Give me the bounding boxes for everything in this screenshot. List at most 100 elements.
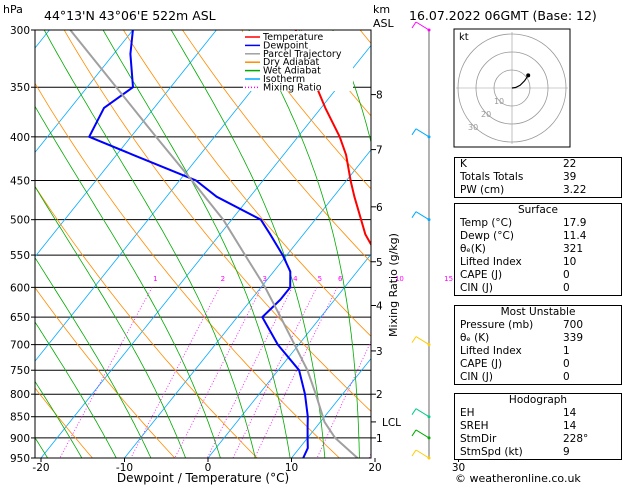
pressure-tick-label: 300: [10, 25, 30, 37]
wind-barb-point: [427, 218, 431, 222]
dry-adiabat: [123, 30, 371, 337]
legend-label: Dewpoint: [263, 40, 308, 51]
pressure-tick-label: 400: [10, 132, 30, 144]
isotherm: [35, 30, 217, 258]
pressure-tick-label: 600: [10, 282, 30, 294]
unstable-label: θₑ (K): [460, 332, 490, 344]
unstable-label: Pressure (mb): [460, 319, 534, 331]
hodograph-row: SREH 14: [455, 420, 621, 433]
temperature-tick-label: -20: [32, 462, 49, 474]
wet-adiabat: [35, 256, 152, 458]
km-tick-label: 3: [376, 346, 383, 358]
unstable-value: 0: [563, 371, 570, 383]
dry-adiabat: [63, 30, 371, 412]
wind-barb-flag: [411, 429, 417, 437]
unstable-row: Pressure (mb) 700: [455, 319, 621, 332]
km-tick-label: 8: [376, 90, 383, 102]
copyright-text: © weatheronline.co.uk: [455, 472, 581, 485]
index-label: K: [460, 158, 467, 170]
mixing-ratio-line: [59, 287, 153, 458]
legend-label: Temperature: [262, 32, 323, 43]
index-label: PW (cm): [460, 184, 505, 196]
surface-value: 0: [563, 282, 570, 294]
surface-value: 11.4: [563, 230, 587, 242]
plot-frame: [34, 29, 372, 459]
legend-label: Wet Adiabat: [263, 66, 321, 77]
isotherm: [35, 30, 301, 362]
mixing-ratio-label: 15: [444, 275, 453, 283]
mixing-ratio-label: 10: [395, 275, 404, 283]
mixing-ratio-label: 6: [338, 275, 343, 283]
mixing-ratio-line: [316, 340, 371, 458]
isotherm: [291, 357, 371, 458]
surface-value: 0: [563, 269, 570, 281]
hodograph-label: StmSpd (kt): [460, 446, 523, 458]
pressure-tick-label: 800: [10, 389, 30, 401]
wind-barbs: [411, 21, 431, 460]
surface-panel: Surface Temp (°C) 17.9 Dewp (°C) 11.4 θₑ(K…: [454, 203, 622, 296]
unstable-value: 339: [563, 332, 584, 344]
hodograph-label: StmDir: [460, 433, 497, 445]
indices-panel: K 22 Totals Totals 39 PW (cm) 3.22: [454, 157, 622, 198]
asl-unit: ASL: [373, 17, 395, 30]
wind-barb-point: [427, 343, 431, 347]
index-value: 22: [563, 158, 577, 170]
wet-adiabat: [248, 30, 360, 458]
isotherm: [207, 253, 371, 458]
isotherm: [626, 30, 629, 458]
mixing-ratio-label: 2: [221, 275, 225, 283]
km-tick-label: LCL: [382, 417, 401, 429]
index-row-pw: PW (cm) 3.22: [455, 184, 621, 197]
unstable-label: Lifted Index: [460, 345, 522, 357]
hodograph-table-panel: Hodograph EH 14 SREH 14 StmDir 228° StmSpd …: [454, 393, 622, 460]
wind-barb-flag: [411, 128, 417, 136]
km-tick-label: 2: [376, 389, 383, 401]
unstable-label: CIN (J): [460, 371, 493, 383]
hodograph-value: 14: [563, 420, 577, 432]
surface-value: 10: [563, 256, 577, 268]
temperature-tick-label: -10: [116, 462, 133, 474]
dry-adiabat: [35, 82, 340, 458]
profile-lines: [69, 30, 371, 458]
axes: 3003504004505005506006507007508008509009…: [10, 25, 465, 474]
dry-adiabat: [241, 30, 371, 190]
hodograph-row: StmSpd (kt) 9: [455, 446, 621, 459]
wind-barb-point: [427, 135, 431, 139]
mixing-ratio-label: 5: [318, 275, 322, 283]
wind-barb-point: [427, 456, 431, 460]
location-title: 44°13'N 43°06'E 522m ASL: [44, 8, 216, 23]
isotherm: [35, 30, 134, 154]
dewpoint-line: [88, 30, 309, 458]
wind-barb: [415, 336, 430, 346]
legend-label: Parcel Trajectory: [263, 49, 342, 60]
mixing-ratio-line: [232, 287, 318, 458]
hodograph-label: SREH: [460, 420, 489, 432]
wind-barb: [415, 211, 430, 221]
legend-background: [243, 31, 353, 91]
isotherm: [40, 44, 371, 458]
index-value: 3.22: [563, 184, 587, 196]
wet-adiabat: [43, 30, 256, 458]
temperature-tick-label: 10: [285, 462, 298, 474]
hodograph-endpoint: [526, 73, 531, 78]
unstable-row: CAPE (J) 0: [455, 358, 621, 371]
hpa-unit: hPa: [3, 3, 23, 16]
hodograph-row: EH 14: [455, 407, 621, 420]
wind-barb: [415, 21, 430, 31]
dry-adiabat: [35, 185, 258, 458]
mixing-ratio-label: 1: [153, 275, 157, 283]
wet-adiabat: [35, 105, 221, 458]
surface-title: Surface: [517, 204, 558, 216]
hodograph-value: 14: [563, 407, 577, 419]
pressure-tick-label: 650: [10, 312, 30, 324]
pressure-tick-label: 850: [10, 412, 30, 424]
unstable-label: CAPE (J): [460, 358, 503, 370]
mixing-ratio-label: 3: [262, 275, 266, 283]
unstable-value: 1: [563, 345, 570, 357]
pressure-tick-label: 450: [10, 176, 30, 188]
km-tick-label: 5: [376, 257, 383, 269]
hodograph-ring-label: 20: [481, 110, 491, 119]
